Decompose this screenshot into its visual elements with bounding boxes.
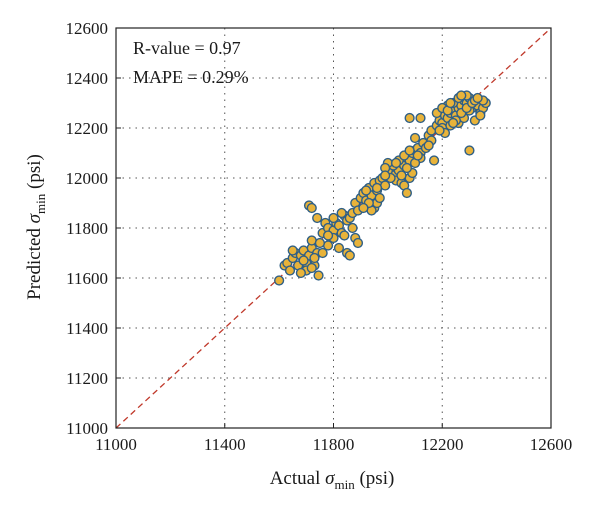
data-point [434,125,445,136]
data-point [274,275,285,286]
data-point [306,235,317,246]
data-point [374,192,385,204]
data-point [309,252,320,264]
data-point [339,230,350,241]
data-point [358,202,369,214]
y-tick-label: 11200 [66,369,108,388]
data-point [361,185,372,196]
data-point [371,182,383,194]
x-tick-label: 12600 [530,435,573,454]
data-point [306,262,317,274]
y-tick-label: 12200 [66,119,109,138]
x-tick-label: 11400 [204,435,246,454]
grid-lines [116,28,551,428]
data-point [401,187,413,199]
data-point [287,245,298,256]
x-axis-label-subscript: min [334,477,355,492]
x-axis-label-suffix: (psi) [355,468,395,489]
data-point [456,90,467,101]
y-axis-label-symbol: σ [24,213,45,223]
data-point [448,117,459,129]
x-axis-label-symbol: σ [325,468,335,489]
y-axis-label: Predicted σmin (psi) [24,154,48,300]
annotation-mape: MAPE = 0.29% [133,67,249,87]
data-point [380,170,391,181]
y-tick-label: 11400 [66,319,108,338]
data-point [409,132,421,144]
data-point [298,255,309,266]
data-point [415,112,426,124]
data-point [344,250,355,261]
x-axis-ticks: 11000 11400 11800 12200 12600 [95,423,572,454]
data-point [306,202,317,214]
data-point [284,265,296,276]
x-tick-label: 11800 [313,435,355,454]
data-point [412,150,423,161]
annotation-r-value: R-value = 0.97 [133,38,241,58]
y-tick-label: 11800 [66,219,108,238]
data-point [314,237,326,249]
data-point [475,110,486,121]
y-axis-label-prefix: Predicted [24,223,45,300]
data-point [328,212,339,224]
data-point [390,157,402,169]
data-point [317,247,328,259]
data-point [295,267,306,279]
x-tick-label: 12200 [421,435,464,454]
data-points [274,90,491,286]
data-point [396,170,407,181]
data-point [472,92,483,104]
data-point [333,242,345,254]
data-point [401,162,413,174]
y-tick-label: 11600 [66,269,108,288]
y-tick-label: 11000 [66,419,108,438]
y-tick-label: 12600 [66,19,109,38]
data-point [322,230,334,241]
y-tick-label: 12400 [66,69,109,88]
data-point [347,222,358,234]
y-axis-label-subscript: min [33,193,48,214]
x-axis-label-prefix: Actual [270,468,325,489]
data-point [312,212,323,224]
y-axis-label-suffix: (psi) [24,154,45,194]
data-point [404,145,415,156]
y-tick-label: 12000 [66,169,109,188]
data-point [336,207,347,219]
x-tick-label: 11000 [95,435,137,454]
data-point [313,270,324,281]
y-axis-ticks: 11000 11200 11400 11600 11800 12000 12200 12400… [66,19,121,438]
data-point [423,140,434,151]
x-axis-label: Actual σmin (psi) [270,468,395,492]
data-point [404,112,415,124]
data-point [464,145,475,156]
data-point [428,155,440,166]
data-point [352,237,364,249]
data-point [445,97,456,109]
